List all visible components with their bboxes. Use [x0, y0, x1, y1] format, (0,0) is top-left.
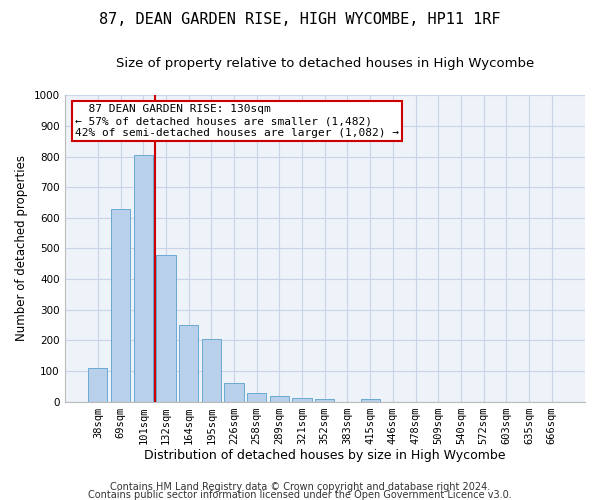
Bar — [270, 396, 289, 402]
Bar — [111, 208, 130, 402]
Bar — [315, 398, 334, 402]
Bar — [179, 325, 198, 402]
Bar — [156, 254, 176, 402]
Text: 87 DEAN GARDEN RISE: 130sqm  
← 57% of detached houses are smaller (1,482)
42% o: 87 DEAN GARDEN RISE: 130sqm ← 57% of det… — [75, 104, 399, 138]
Bar — [202, 339, 221, 402]
Title: Size of property relative to detached houses in High Wycombe: Size of property relative to detached ho… — [116, 58, 534, 70]
X-axis label: Distribution of detached houses by size in High Wycombe: Distribution of detached houses by size … — [144, 450, 506, 462]
Bar — [224, 383, 244, 402]
Bar — [361, 398, 380, 402]
Bar — [292, 398, 312, 402]
Text: Contains public sector information licensed under the Open Government Licence v3: Contains public sector information licen… — [88, 490, 512, 500]
Bar — [247, 394, 266, 402]
Text: 87, DEAN GARDEN RISE, HIGH WYCOMBE, HP11 1RF: 87, DEAN GARDEN RISE, HIGH WYCOMBE, HP11… — [99, 12, 501, 28]
Bar — [88, 368, 107, 402]
Bar — [134, 155, 153, 402]
Text: Contains HM Land Registry data © Crown copyright and database right 2024.: Contains HM Land Registry data © Crown c… — [110, 482, 490, 492]
Y-axis label: Number of detached properties: Number of detached properties — [15, 156, 28, 342]
